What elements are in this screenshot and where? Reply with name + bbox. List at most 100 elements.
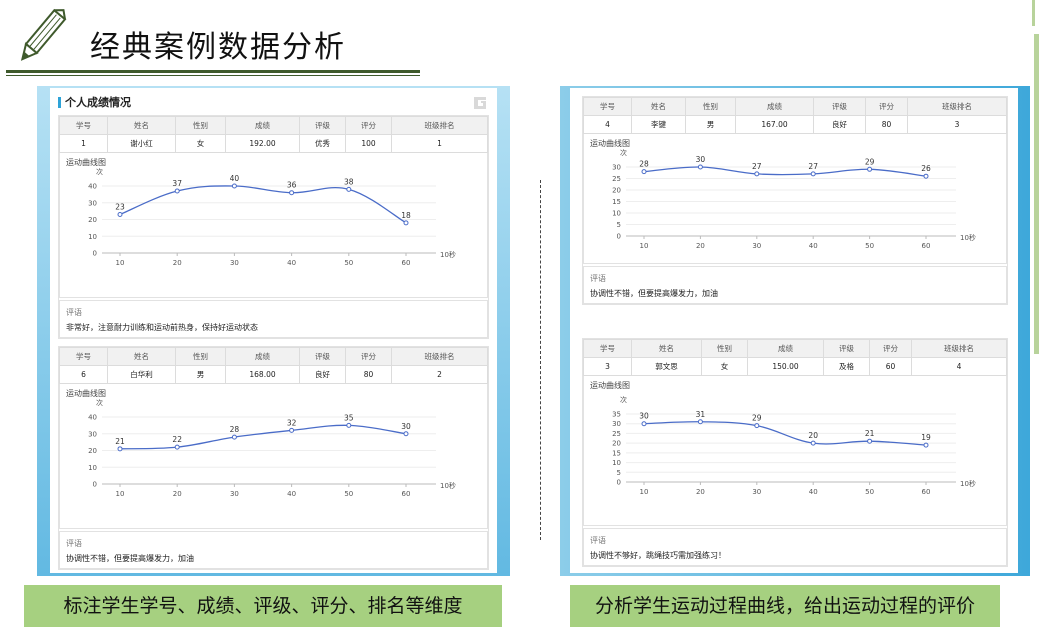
data-point	[641, 421, 647, 427]
y-tick-label: 0	[617, 479, 621, 487]
motion-chart: 运动曲线图 次 0 5 10 15 20 25 30 10 20 30 40 50 60 10秒 28 30 27…	[583, 134, 1007, 264]
x-tick-label: 30	[752, 488, 761, 496]
chart-caption: 运动曲线图	[66, 158, 106, 167]
y-tick-label: 15	[612, 198, 621, 206]
x-tick-label: 10	[640, 488, 649, 496]
data-point	[697, 419, 703, 425]
data-point	[289, 427, 295, 433]
data-label: 22	[172, 435, 182, 444]
motion-chart: 运动曲线图 次 0 10 20 30 40 10 20 30 40 50 60 10秒 21 22 28 32 3…	[59, 384, 488, 529]
data-point	[289, 190, 295, 196]
table-row: 4 李键 男 167.00 良好 80 3	[583, 115, 1007, 134]
x-tick-label: 60	[922, 488, 931, 496]
cell-rank: 3	[907, 115, 1007, 134]
data-label: 19	[921, 433, 931, 442]
y-tick-label: 20	[88, 216, 97, 224]
y-tick-label: 10	[88, 233, 97, 241]
col-id: 学号	[583, 97, 632, 116]
cell-score: 150.00	[747, 357, 824, 376]
y-tick-label: 0	[617, 233, 621, 241]
series-line	[643, 166, 927, 177]
data-label: 38	[344, 177, 354, 186]
cell-id: 6	[59, 365, 108, 384]
x-axis-unit: 10秒	[960, 479, 976, 488]
header: 经典案例数据分析	[0, 0, 430, 80]
data-point	[403, 220, 409, 226]
data-label: 20	[808, 431, 818, 440]
x-tick-label: 50	[865, 242, 874, 250]
section-title: 个人成绩情况	[58, 97, 131, 108]
y-tick-label: 30	[612, 420, 621, 428]
col-gender: 性别	[685, 97, 736, 116]
col-gender: 性别	[701, 339, 748, 358]
report-sheet: 学号 姓名 性别 成绩 评级 评分 班级排名 4 李键 男 167.00 良好	[570, 88, 1018, 573]
data-label: 26	[921, 164, 931, 173]
col-id: 学号	[583, 339, 632, 358]
data-label: 31	[696, 410, 706, 419]
cell-rank: 1	[391, 134, 488, 153]
x-tick-label: 20	[173, 259, 182, 267]
x-tick-label: 20	[696, 242, 705, 250]
col-rating: 评分	[345, 116, 392, 135]
y-tick-label: 30	[612, 164, 621, 172]
review-label: 评语	[590, 274, 606, 283]
review-box: 评语 协调性不够好，跳绳技巧需加强练习！	[583, 528, 1007, 566]
data-label: 35	[344, 413, 354, 422]
col-rating: 评分	[865, 97, 908, 116]
data-label: 36	[287, 181, 297, 190]
data-point	[754, 171, 760, 177]
table-header-row: 学号 姓名 性别 成绩 评级 评分 班级排名	[583, 97, 1007, 116]
y-tick-label: 35	[612, 411, 621, 419]
table-row: 1 谢小红 女 192.00 优秀 100 1	[59, 134, 488, 153]
col-grade: 评级	[813, 97, 866, 116]
cell-score: 167.00	[735, 115, 814, 134]
y-tick-label: 20	[612, 187, 621, 195]
x-tick-label: 40	[809, 488, 818, 496]
data-label: 40	[230, 174, 240, 183]
data-label: 28	[230, 425, 240, 434]
col-grade: 评级	[823, 339, 870, 358]
cell-score: 168.00	[225, 365, 300, 384]
data-point	[867, 438, 873, 444]
col-score: 成绩	[225, 116, 300, 135]
x-tick-label: 10	[640, 242, 649, 250]
y-tick-label: 10	[88, 464, 97, 472]
review-text: 协调性不够好，跳绳技巧需加强练习！	[590, 551, 726, 560]
y-tick-label: 40	[88, 414, 97, 422]
data-label: 23	[115, 202, 125, 211]
cell-gender: 女	[701, 357, 748, 376]
cell-grade: 良好	[299, 365, 346, 384]
chart-caption: 运动曲线图	[66, 389, 106, 398]
y-tick-label: 5	[617, 221, 621, 229]
pencil-icon	[20, 8, 67, 61]
cell-rating: 80	[345, 365, 392, 384]
decor-bar	[1034, 34, 1039, 354]
motion-chart: 运动曲线图 次 0 5 10 15 20 25 30 35 10 20 30 40 50 60 10秒 30 31…	[583, 376, 1007, 526]
y-tick-label: 30	[88, 199, 97, 207]
x-tick-label: 20	[696, 488, 705, 496]
data-label: 32	[287, 418, 297, 427]
data-point	[754, 423, 760, 429]
student-table: 学号 姓名 性别 成绩 评级 评分 班级排名 1 谢小红 女 192.00 优秀	[59, 116, 488, 153]
page-title: 经典案例数据分析	[90, 30, 346, 65]
data-label: 27	[808, 162, 818, 171]
x-tick-label: 30	[230, 259, 239, 267]
line-chart: 次 0 10 20 30 40 10 20 30 40 50 60 10秒 21 22 28 32 35 30	[88, 398, 456, 498]
table-row: 6 白华利 男 168.00 良好 80 2	[59, 365, 488, 384]
col-rank: 班级排名	[907, 97, 1007, 116]
x-tick-label: 50	[865, 488, 874, 496]
y-tick-label: 25	[612, 430, 621, 438]
col-rank: 班级排名	[391, 116, 488, 135]
student-card: 学号 姓名 性别 成绩 评级 评分 班级排名 4 李键 男 167.00 良好	[582, 96, 1008, 305]
x-tick-label: 10	[116, 259, 125, 267]
decor-bar-top	[1032, 0, 1035, 26]
divider	[540, 180, 541, 540]
cell-rank: 4	[911, 357, 1007, 376]
chart-caption: 运动曲线图	[590, 139, 630, 148]
cell-rank: 2	[391, 365, 488, 384]
col-name: 姓名	[107, 116, 176, 135]
data-label: 21	[115, 437, 125, 446]
col-rank: 班级排名	[911, 339, 1007, 358]
